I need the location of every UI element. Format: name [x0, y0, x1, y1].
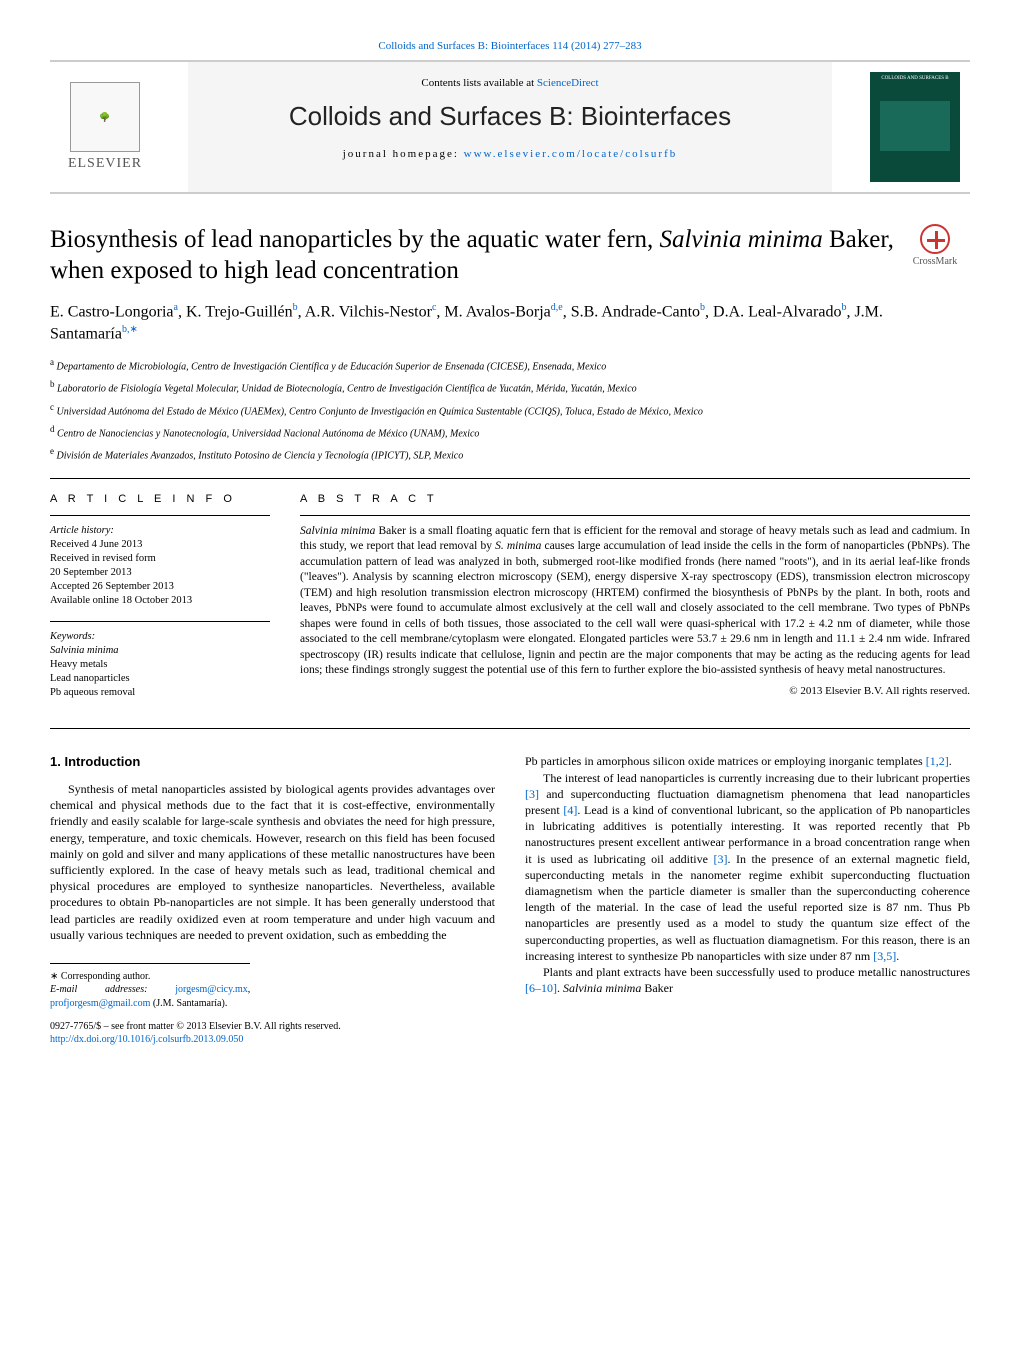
crossmark-badge[interactable]: CrossMark [900, 224, 970, 267]
history-lines: Received 4 June 2013Received in revised … [50, 538, 270, 609]
history-label: Article history: [50, 524, 270, 538]
intro-heading: 1. Introduction [50, 753, 495, 771]
ref-4[interactable]: [4] [563, 803, 577, 817]
journal-header: 🌳 ELSEVIER Contents lists available at S… [50, 60, 970, 194]
abstract-label: A B S T R A C T [300, 493, 970, 505]
title-species: Salvinia minima [660, 226, 823, 253]
body-column-left: 1. Introduction Synthesis of metal nanop… [50, 753, 495, 1046]
history-line: Received 4 June 2013 [50, 538, 270, 552]
body-column-right: Pb particles in amorphous silicon oxide … [525, 753, 970, 1046]
doi-link[interactable]: http://dx.doi.org/10.1016/j.colsurfb.201… [50, 1034, 243, 1045]
affiliation: b Laboratorio de Fisiología Vegetal Mole… [50, 378, 970, 396]
email-1[interactable]: jorgesm@cicy.mx [175, 984, 248, 995]
email-tail: (J.M. Santamaría). [150, 998, 227, 1009]
contents-prefix: Contents lists available at [421, 77, 536, 89]
affiliation: d Centro de Nanociencias y Nanotecnologí… [50, 423, 970, 441]
info-rule [50, 515, 270, 516]
ref-1-2[interactable]: [1,2] [926, 754, 949, 768]
col2-p1: Pb particles in amorphous silicon oxide … [525, 753, 970, 769]
journal-title: Colloids and Surfaces B: Biointerfaces [170, 101, 850, 132]
body-columns: 1. Introduction Synthesis of metal nanop… [50, 753, 970, 1046]
email-line: E-mail addresses: jorgesm@cicy.mx, profj… [50, 983, 250, 1010]
affiliations: a Departamento de Microbiología, Centro … [50, 356, 970, 464]
section-rule [50, 478, 970, 479]
history-line: Received in revised form [50, 552, 270, 566]
keywords-block: Keywords: Salvinia minimaHeavy metalsLea… [50, 630, 270, 701]
homepage-link[interactable]: www.elsevier.com/locate/colsurfb [464, 148, 678, 160]
affiliation: c Universidad Autónoma del Estado de Méx… [50, 401, 970, 419]
col2-p3-pre: Plants and plant extracts have been succ… [543, 965, 970, 979]
abstract-text: Salvinia minima Baker is a small floatin… [300, 524, 970, 679]
publisher-name: ELSEVIER [68, 156, 142, 172]
article-history: Article history: Received 4 June 2013Rec… [50, 524, 270, 609]
ref-6-10[interactable]: [6–10] [525, 981, 557, 995]
abstract-column: A B S T R A C T Salvinia minima Baker is… [300, 493, 970, 713]
corresponding-author: ∗ Corresponding author. [50, 970, 250, 984]
cover-image [880, 101, 950, 151]
abstract-rule [300, 515, 970, 516]
history-line: 20 September 2013 [50, 566, 270, 580]
affiliation: a Departamento de Microbiología, Centro … [50, 356, 970, 374]
issn-line: 0927-7765/$ – see front matter © 2013 El… [50, 1020, 495, 1033]
keyword: Lead nanoparticles [50, 672, 270, 686]
affiliation: e División de Materiales Avanzados, Inst… [50, 445, 970, 463]
email-label: E-mail addresses: [50, 984, 175, 995]
contents-line: Contents lists available at ScienceDirec… [170, 77, 850, 89]
col2-p3-species: Salvinia minima [563, 981, 641, 995]
info-abstract-row: A R T I C L E I N F O Article history: R… [50, 493, 970, 730]
crossmark-label: CrossMark [913, 256, 957, 267]
article-header: Biosynthesis of lead nanoparticles by th… [50, 224, 970, 301]
ref-3-5[interactable]: [3,5] [873, 949, 896, 963]
header-center: Contents lists available at ScienceDirec… [160, 62, 860, 192]
email-2[interactable]: profjorgesm@gmail.com [50, 998, 150, 1009]
col2-p3: Plants and plant extracts have been succ… [525, 964, 970, 996]
homepage-prefix: journal homepage: [343, 148, 464, 160]
elsevier-tree-icon: 🌳 [70, 82, 140, 152]
article-title: Biosynthesis of lead nanoparticles by th… [50, 224, 900, 287]
cover-title: COLLOIDS AND SURFACES B [881, 76, 948, 81]
ref-3[interactable]: [3] [525, 787, 539, 801]
article-info-column: A R T I C L E I N F O Article history: R… [50, 493, 270, 713]
citation-header: Colloids and Surfaces B: Biointerfaces 1… [50, 40, 970, 52]
publisher-logo: 🌳 ELSEVIER [50, 62, 160, 192]
keyword-lines: Salvinia minimaHeavy metalsLead nanopart… [50, 644, 270, 701]
col2-p1-post: . [949, 754, 952, 768]
footer-meta: 0927-7765/$ – see front matter © 2013 El… [50, 1020, 495, 1046]
history-line: Available online 18 October 2013 [50, 594, 270, 608]
footnotes: ∗ Corresponding author. E-mail addresses… [50, 963, 250, 1011]
sciencedirect-link[interactable]: ScienceDirect [537, 77, 599, 89]
keyword: Heavy metals [50, 658, 270, 672]
history-line: Accepted 26 September 2013 [50, 580, 270, 594]
info-rule-2 [50, 621, 270, 622]
keyword: Pb aqueous removal [50, 686, 270, 700]
col2-p3-tail: Baker [641, 981, 673, 995]
journal-cover-thumbnail: COLLOIDS AND SURFACES B [870, 72, 960, 182]
intro-paragraph-1: Synthesis of metal nanoparticles assiste… [50, 781, 495, 943]
ref-3[interactable]: [3] [713, 852, 727, 866]
crossmark-icon [920, 224, 950, 254]
col2-p1-pre: Pb particles in amorphous silicon oxide … [525, 754, 926, 768]
author-list: E. Castro-Longoriaa, K. Trejo-Guillénb, … [50, 301, 970, 346]
title-pre: Biosynthesis of lead nanoparticles by th… [50, 226, 660, 253]
keyword: Salvinia minima [50, 644, 270, 658]
abstract-copyright: © 2013 Elsevier B.V. All rights reserved… [300, 685, 970, 697]
keywords-label: Keywords: [50, 630, 270, 644]
article-info-label: A R T I C L E I N F O [50, 493, 270, 505]
col2-p2: The interest of lead nanoparticles is cu… [525, 770, 970, 964]
email-sep: , [248, 984, 251, 995]
homepage-line: journal homepage: www.elsevier.com/locat… [170, 148, 850, 160]
